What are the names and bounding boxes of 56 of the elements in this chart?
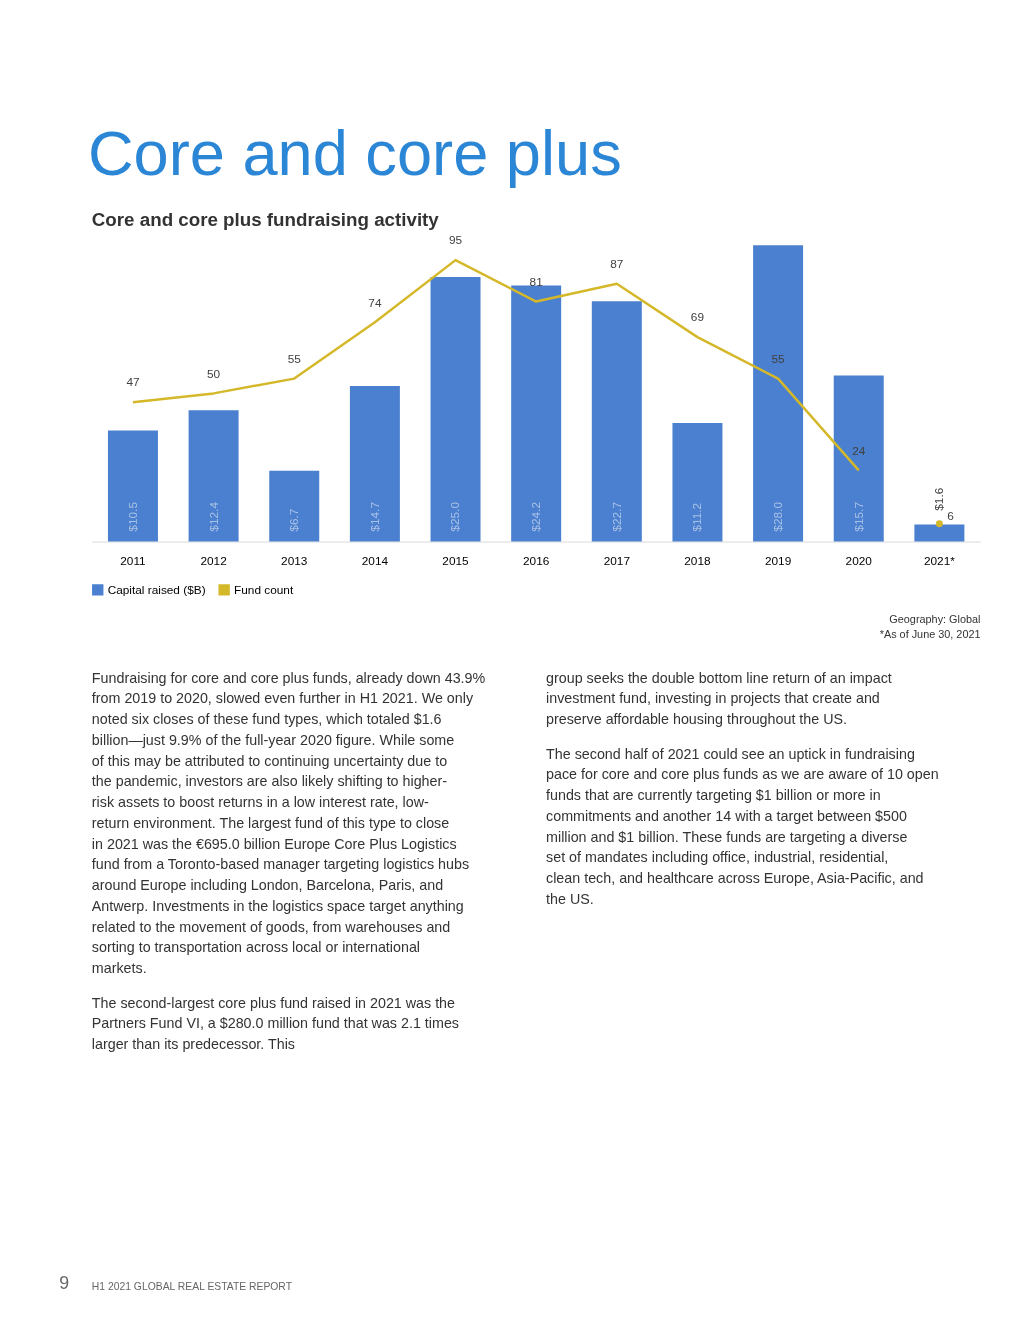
chart-title: Core and core plus: [87, 118, 622, 189]
data-label: 6: [947, 508, 955, 523]
x-tick-label: 2014: [361, 553, 389, 568]
data-label: $22.7: [609, 502, 624, 532]
x-tick-label: 2020: [845, 553, 873, 568]
text: H1 2021 GLOBAL REAL ESTATE REPORT: [91, 1280, 293, 1292]
data-label: 69: [690, 310, 705, 325]
data-label: $24.2: [529, 502, 544, 532]
text: 9: [59, 1272, 70, 1293]
bar: [591, 301, 642, 542]
data-label: $28.0: [771, 501, 786, 532]
chart-subtitle: Core and core plus fundraising activity: [91, 208, 440, 230]
x-tick-label: 2017: [603, 553, 630, 568]
text: The second half of 2021 could see an uptick in fundraising pace for core and core plus funds as we are aware of 10 open funds that are currently targeting $1 billion or more in commitments and another 14 with a target between $500 million and $1 billion. These funds are targeting a diverse set of mandates including office, industrial, residential, clean tech, and healthcare across Europe, Asia-Pacific, and the US.: [546, 745, 939, 907]
x-tick-label: 2016: [523, 553, 550, 568]
text: Geography: Global: [889, 613, 981, 626]
data-label: 55: [287, 351, 302, 366]
data-label: 24: [852, 443, 866, 458]
data-label: $12.4: [206, 501, 221, 532]
data-label: $25.0: [448, 501, 463, 532]
bar: [914, 524, 965, 542]
x-tick-label: 2018: [684, 553, 712, 568]
data-label: $6.7: [287, 508, 302, 532]
bar: [511, 285, 562, 542]
bar: [188, 410, 239, 542]
x-tick-label: 2015: [442, 553, 470, 568]
text: The second-largest core plus fund raised in 2021 was the Partners Fund VI, a $280.0 million fund that was 2.1 times larger than its predecessor. This: [91, 994, 459, 1053]
data-label: $10.5: [125, 501, 140, 532]
data-label: 47: [126, 375, 140, 390]
data-label: $14.7: [367, 502, 382, 532]
text: group seeks the double bottom line return of an impact investment fund, investing in projects that create and preserve affordable housing throughout the US.: [546, 669, 892, 728]
bar: [107, 430, 158, 542]
bar: [430, 277, 481, 542]
bar: [833, 375, 884, 542]
legend-label: Fund count: [234, 582, 294, 597]
legend-label: Capital raised ($B): [107, 582, 206, 597]
x-tick-label: 2021*: [923, 553, 956, 568]
x-tick-label: 2013: [281, 553, 308, 568]
x-tick-label: 2011: [120, 553, 146, 568]
data-label: 55: [771, 351, 786, 366]
bar: [753, 245, 804, 542]
data-label: 95: [448, 233, 463, 248]
data-label: $11.2: [690, 502, 705, 532]
bar: [349, 386, 400, 542]
x-tick-label: 2012: [200, 553, 227, 568]
data-label: 81: [529, 274, 543, 289]
x-tick-label: 2019: [764, 553, 792, 568]
data-label: $1.6: [932, 487, 947, 511]
bar: [672, 423, 723, 542]
bar: [269, 470, 320, 542]
data-label: 50: [207, 366, 221, 381]
text: Fundraising for core and core plus funds, already down 43.9% from 2019 to 2020, slowed even further in H1 2021. We only noted six closes of these fund types, which totaled $1.6 billion—just 9.9% of the full-year 2020 figure. While some of this may be attributed to continuing uncertainty due to the pandemic, investors are also likely shifting to higher-risk assets to boost returns in a low interest rate, low-return environment. The largest fund of this type to close in 2021 was the €695.0 billion Europe Core Plus Logistics fund from a Toronto-based manager targeting logistics hubs around Europe including London, Barcelona, Paris, and Antwerp. Investments in the logistics space target anything related to the movement of goods, from warehouses and sorting to transportation across local or international markets.: [91, 669, 486, 977]
text: *As of June 30, 2021: [879, 628, 981, 641]
data-label: 87: [610, 257, 624, 271]
data-label: $15.7: [851, 502, 866, 532]
data-label: 74: [368, 295, 382, 310]
